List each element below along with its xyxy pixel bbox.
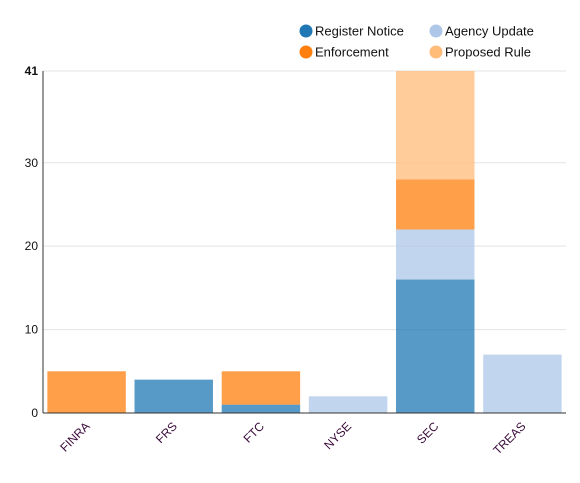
legend-item-agency-update[interactable]: Agency Update [429,24,534,39]
bar-ftc-enforcement[interactable] [221,371,301,405]
bars [47,71,562,413]
x-tick-label-ftc: FTC [241,419,268,446]
x-tick-label-nyse: NYSE [321,419,354,452]
y-tick-label-20: 20 [25,239,39,253]
legend-swatch-proposed-rule [429,45,443,59]
bar-treas-agency-update[interactable] [483,354,562,413]
gridlines [43,70,566,331]
legend-item-register-notice[interactable]: Register Notice [299,24,404,39]
y-tick-label-0: 0 [31,406,38,420]
x-tick-label-finra: FINRA [57,419,92,454]
x-tick-label-frs: FRS [153,419,180,446]
bar-sec-proposed-rule[interactable] [396,71,475,180]
bar-sec-register-notice[interactable] [396,279,475,413]
legend-label-agency-update: Agency Update [445,24,534,39]
legend-item-enforcement[interactable]: Enforcement [299,45,390,60]
legend-swatch-register-notice [299,24,313,38]
x-tick-label-sec: SEC [414,419,442,447]
bar-finra-enforcement[interactable] [47,371,126,413]
y-tick-label-30: 30 [25,156,39,170]
bar-frs-register-notice[interactable] [134,379,213,413]
y-tick-label-41: 41 [25,64,39,78]
legend-item-proposed-rule[interactable]: Proposed Rule [429,45,532,60]
bar-sec-agency-update[interactable] [396,229,475,280]
legend-label-register-notice: Register Notice [315,24,404,39]
legend-label-enforcement: Enforcement [315,45,389,60]
bar-sec-enforcement[interactable] [396,179,475,230]
legend-swatch-agency-update [429,24,443,38]
y-tick-label-10: 10 [25,323,39,337]
x-tick-label-treas: TREAS [490,419,528,457]
bar-ftc-register-notice[interactable] [221,404,301,413]
legend: Register Notice Agency Update Enforcement P… [299,24,534,60]
bar-nyse-agency-update[interactable] [308,396,388,413]
legend-swatch-enforcement [299,45,313,59]
legend-label-proposed-rule: Proposed Rule [445,45,531,60]
